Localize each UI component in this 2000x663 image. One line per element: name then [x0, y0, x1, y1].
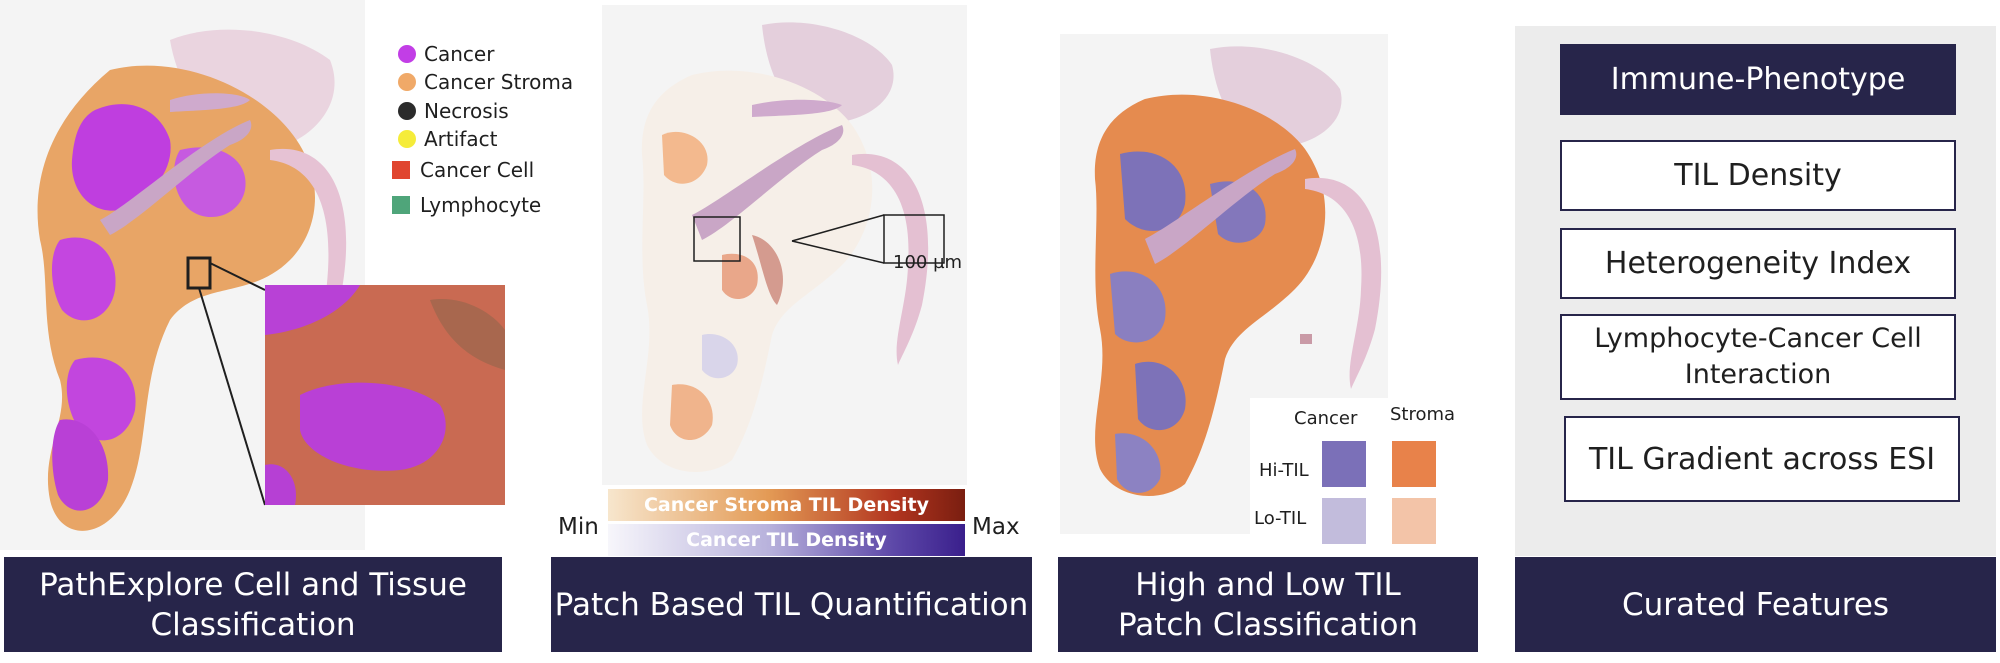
- legend-col-cancer: Cancer: [1294, 408, 1358, 429]
- legend-label: Lymphocyte: [420, 193, 542, 217]
- legend-label: Cancer Cell: [420, 158, 535, 182]
- legend-item-cancer-cell: Cancer Cell: [392, 158, 534, 182]
- banner-til-quantification: Patch Based TIL Quantification: [551, 557, 1032, 652]
- swatch-lo-til-cancer: [1322, 498, 1366, 544]
- til-patch-classification-image: [1060, 34, 1388, 534]
- feature-lymphocyte-cancer-interaction: Lymphocyte-Cancer Cell Interaction: [1560, 314, 1956, 400]
- legend-marker: [398, 102, 416, 120]
- legend-marker: [398, 130, 416, 148]
- banner-curated-features: Curated Features: [1515, 557, 1996, 652]
- legend-item-cancer-stroma: Cancer Stroma: [398, 70, 573, 94]
- legend-label: Necrosis: [424, 99, 509, 123]
- til-density-heatmap-image: [602, 5, 967, 485]
- legend-label: Artifact: [424, 127, 498, 151]
- swatch-hi-til-stroma: [1392, 441, 1436, 487]
- legend-item-necrosis: Necrosis: [398, 99, 509, 123]
- banner-til-patch-classification: High and Low TIL Patch Classification: [1058, 557, 1478, 652]
- feature-til-density: TIL Density: [1560, 140, 1956, 211]
- legend-label: Cancer Stroma: [424, 70, 574, 94]
- swatch-lo-til-stroma: [1392, 498, 1436, 544]
- min-label: Min: [558, 514, 599, 540]
- cancer-til-density-bar: Cancer TIL Density: [608, 524, 965, 556]
- feature-immune-phenotype: Immune-Phenotype: [1560, 44, 1956, 115]
- legend-item-artifact: Artifact: [398, 127, 497, 151]
- feature-til-gradient: TIL Gradient across ESI: [1564, 416, 1960, 502]
- tissue-classification-image: [0, 0, 505, 550]
- legend-marker: [392, 196, 410, 214]
- legend-row-hi-til: Hi-TIL: [1259, 460, 1309, 481]
- swatch-hi-til-cancer: [1322, 441, 1366, 487]
- legend-item-cancer: Cancer: [398, 42, 494, 66]
- legend-marker: [392, 161, 410, 179]
- til-legend: Cancer Stroma Hi-TIL Lo-TIL: [1250, 398, 1478, 558]
- legend-marker: [398, 45, 416, 63]
- legend-marker: [398, 73, 416, 91]
- legend-col-stroma: Stroma: [1390, 404, 1456, 425]
- legend-row-lo-til: Lo-TIL: [1254, 508, 1307, 529]
- legend-label: Cancer: [424, 42, 495, 66]
- feature-heterogeneity-index: Heterogeneity Index: [1560, 228, 1956, 299]
- banner-cell-tissue-classification: PathExplore Cell and Tissue Classificati…: [4, 557, 502, 652]
- legend-item-lymphocyte: Lymphocyte: [392, 193, 541, 217]
- scale-bar-label: 100 µm: [893, 252, 963, 273]
- stroma-til-density-bar: Cancer Stroma TIL Density: [608, 489, 965, 521]
- max-label: Max: [972, 514, 1020, 540]
